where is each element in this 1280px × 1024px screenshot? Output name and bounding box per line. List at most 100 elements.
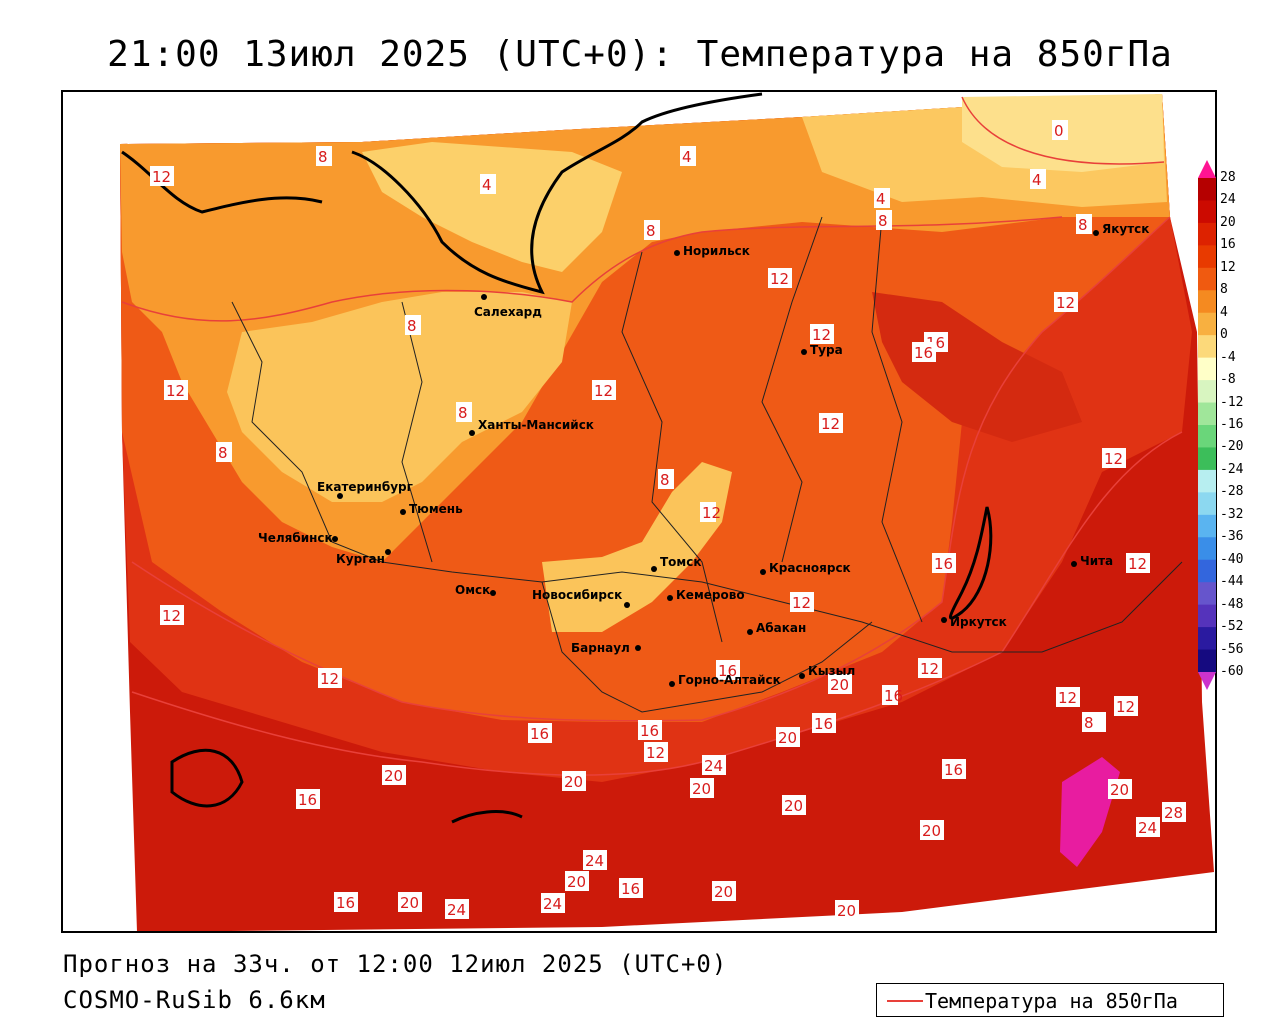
colorbar-swatch: [1198, 425, 1216, 448]
lake-baikal: [949, 506, 993, 620]
contour-label: 12: [702, 504, 721, 522]
region-border: [871, 216, 923, 623]
colorbar-swatch: [1198, 312, 1216, 336]
contour-label: 20: [384, 767, 403, 785]
colorbar-swatch: [1198, 627, 1216, 651]
colorbar-tick-label: -44: [1220, 574, 1244, 590]
colorbar-tick-label: 4: [1220, 304, 1228, 320]
city-dot: [799, 673, 805, 679]
contour-label: 8: [1078, 216, 1088, 234]
contour-label: 20: [1110, 781, 1129, 799]
contour-label: 12: [646, 744, 665, 762]
city-label: Абакан: [756, 621, 806, 635]
contour-label: 12: [821, 415, 840, 433]
colorbar-tick-label: 8: [1220, 282, 1228, 298]
city-label: Якутск: [1102, 222, 1149, 236]
region-border: [401, 301, 433, 563]
city-dot: [674, 250, 680, 256]
contour-label: 16: [944, 761, 963, 779]
city-label: Кемерово: [676, 588, 745, 602]
colorbar-swatch: [1198, 514, 1216, 538]
contour-label: 16: [914, 344, 933, 362]
contour-label: 12: [1116, 698, 1135, 716]
map-title: 21:00 13июл 2025 (UTC+0): Температура на…: [107, 34, 1173, 75]
contour-label: 24: [447, 901, 466, 919]
contour-label: 20: [784, 797, 803, 815]
city-dot: [490, 590, 496, 596]
city-label: Новосибирск: [532, 588, 622, 602]
region-border: [231, 301, 1183, 653]
region-border: [621, 251, 723, 643]
colorbar-swatch: [1198, 335, 1216, 359]
contour-label: 12: [152, 168, 171, 186]
city-dot: [385, 549, 391, 555]
city-dot: [667, 595, 673, 601]
contour-label: 28: [1164, 804, 1183, 822]
temp-zone-16-east: [872, 292, 1082, 442]
contour-label: 16: [621, 880, 640, 898]
contour-label: 20: [837, 902, 856, 920]
contour-label: 24: [704, 757, 723, 775]
city-label: Курган: [336, 552, 385, 566]
contour-label: 12: [1056, 294, 1075, 312]
colorbar-swatch: [1198, 582, 1216, 606]
city-dot: [801, 349, 807, 355]
temp-zone-4-8-central: [542, 462, 732, 632]
contour-label: 0: [1054, 122, 1064, 140]
contour-label: 20: [714, 883, 733, 901]
city-label: Тура: [810, 343, 843, 357]
city-dot: [669, 681, 675, 687]
contour-label: 4: [1032, 171, 1042, 189]
colorbar-tick-label: -12: [1220, 394, 1244, 410]
contour-label: 12: [812, 326, 831, 344]
city-label: Тюмень: [409, 502, 463, 516]
city-label: Омск: [455, 583, 490, 597]
contour-label: 20: [830, 676, 849, 694]
colorbar-swatch: [1198, 604, 1216, 628]
city-dot: [651, 566, 657, 572]
colorbar-tick-label: -16: [1220, 417, 1244, 432]
contour-line: [121, 216, 1063, 322]
colorbar-swatch: [1198, 649, 1216, 673]
contour-line: [131, 216, 1171, 722]
city-dot: [747, 629, 753, 635]
contour-label: 16: [718, 662, 737, 680]
contour-label: 20: [564, 773, 583, 791]
city-label: Екатеринбург: [317, 480, 413, 494]
city-dot: [941, 617, 947, 623]
temp-zone-28: [1060, 757, 1120, 867]
colorbar-swatch: [1198, 492, 1216, 516]
colorbar-tick-label: 0: [1220, 327, 1228, 343]
colorbar-swatch: [1198, 267, 1216, 291]
city-label: Кызыл: [808, 664, 855, 678]
colorbar-swatch: [1198, 537, 1216, 561]
contour-label-box: 12: [150, 166, 174, 186]
contour-label: 16: [336, 894, 355, 912]
colorbar-tick-label: 20: [1220, 214, 1236, 230]
colorbar-tick-label: 28: [1220, 170, 1236, 185]
colorbar-tick-label: -36: [1220, 529, 1244, 545]
contour-line: [961, 96, 1165, 165]
contour-label: 20: [778, 729, 797, 747]
temp-zone-4-8-yamal: [362, 142, 622, 272]
colorbar-swatch: [1198, 559, 1216, 583]
city-dot: [1093, 230, 1099, 236]
contour-label: 20: [400, 894, 419, 912]
model-name: COSMO-RuSib 6.6км: [63, 986, 326, 1014]
contour-label: 4: [482, 176, 492, 194]
city-label: Горно-Алтайск: [678, 673, 781, 687]
contour-label: 16: [530, 725, 549, 743]
city-label: Томск: [660, 555, 702, 569]
colorbar-tick-label: 12: [1220, 259, 1236, 275]
contour-label: 8: [878, 212, 888, 230]
contour-label: 12: [770, 270, 789, 288]
city-label: Ханты-Мансийск: [478, 418, 594, 432]
colorbar-tick-label: -8: [1220, 372, 1236, 388]
colorbar-swatch: [1198, 290, 1216, 314]
colorbar-swatch: [1198, 447, 1216, 471]
colorbar-swatch: [1198, 222, 1216, 246]
city-label: Чита: [1080, 554, 1113, 568]
contour-label: 12: [792, 594, 811, 612]
contour-label: 12: [1128, 555, 1147, 573]
colorbar-top-arrow: [1198, 160, 1216, 178]
